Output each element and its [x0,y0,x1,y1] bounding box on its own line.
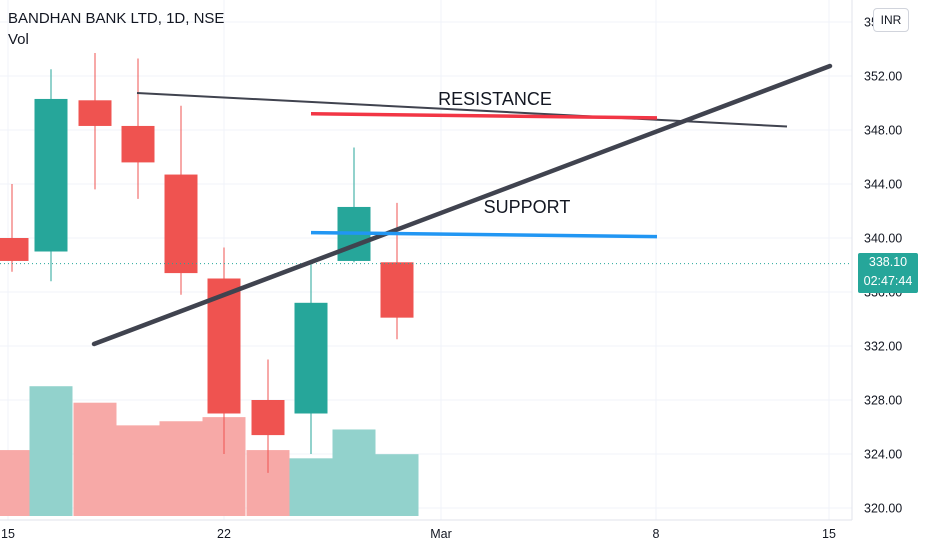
price-tick-label: 352.00 [864,70,902,84]
volume-bar [73,402,117,516]
volume-bar [29,386,73,516]
currency-button[interactable]: INR [873,8,909,32]
resistance-line [310,112,658,120]
chart-legend: BANDHAN BANK LTD, 1D, NSE Vol [8,8,224,50]
candle-body [0,238,29,261]
time-tick-label: 15 [822,527,836,541]
candle-body [294,302,328,414]
time-tick-label: Mar [430,527,452,541]
volume-bars [0,386,419,516]
candle-body [380,262,414,318]
volume-bar [0,450,34,516]
drawings[interactable]: RESISTANCE SUPPORT [91,63,833,347]
resistance-label: RESISTANCE [438,89,552,109]
price-tick-label: 344.00 [864,178,902,192]
support-label: SUPPORT [484,197,571,217]
last-price-tag: 338.10 02:47:44 [858,252,918,293]
volume-bar [116,425,160,516]
grid-lines [0,0,852,520]
support-line [310,230,658,239]
candle-body [164,174,198,274]
symbol-title[interactable]: BANDHAN BANK LTD, 1D, NSE [8,10,225,27]
time-tick-label: 22 [217,527,231,541]
volume-bar [332,429,376,516]
candle-body [34,98,68,252]
volume-bar [159,421,203,516]
volume-indicator-label[interactable]: Vol [8,31,29,48]
volume-bar [289,458,333,516]
candle-body [251,400,285,436]
time-tick-label: 15 [1,527,15,541]
price-tick-label: 340.00 [864,232,902,246]
price-tick-label: 332.00 [864,340,902,354]
price-tick-label: 320.00 [864,502,902,516]
price-tick-label: 328.00 [864,394,902,408]
last-price-value: 338.10 [868,254,908,269]
candle-body [121,125,155,163]
volume-bar [375,454,419,516]
candle-body [78,100,112,126]
trendline-rising [91,63,833,347]
time-axis[interactable]: 15 22 Mar 8 15 [1,527,836,541]
bar-countdown: 02:47:44 [863,273,913,288]
price-tick-label: 324.00 [864,448,902,462]
price-tick-label: 348.00 [864,124,902,138]
time-tick-label: 8 [653,527,660,541]
